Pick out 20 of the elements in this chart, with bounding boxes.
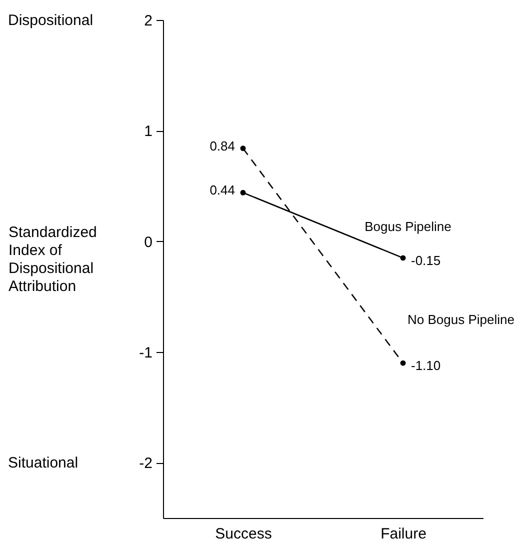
series-label: Bogus Pipeline <box>364 218 452 234</box>
point <box>240 190 246 196</box>
point <box>400 360 406 366</box>
x-tick-label: Success <box>215 526 272 542</box>
series-label: No Bogus Pipeline <box>408 312 514 328</box>
point <box>400 255 406 261</box>
data-label: -0.15 <box>411 252 441 268</box>
text: Dispositional <box>8 12 94 29</box>
text: Situational <box>8 454 78 472</box>
x-tick-label: Failure <box>380 526 426 542</box>
y-tick-label: 0 <box>144 234 152 251</box>
y-tick-label: -2 <box>139 455 152 472</box>
y-tick-label: 1 <box>144 123 152 140</box>
data-label: -1.10 <box>411 358 441 374</box>
point <box>240 146 246 152</box>
data-label: 0.84 <box>210 138 235 154</box>
y-axis-title: Standardized Index of Dispositional Attribution <box>8 224 97 295</box>
data-label: 0.44 <box>210 182 235 198</box>
y-tick-label: -1 <box>139 344 152 362</box>
y-tick-label: 2 <box>144 12 152 30</box>
